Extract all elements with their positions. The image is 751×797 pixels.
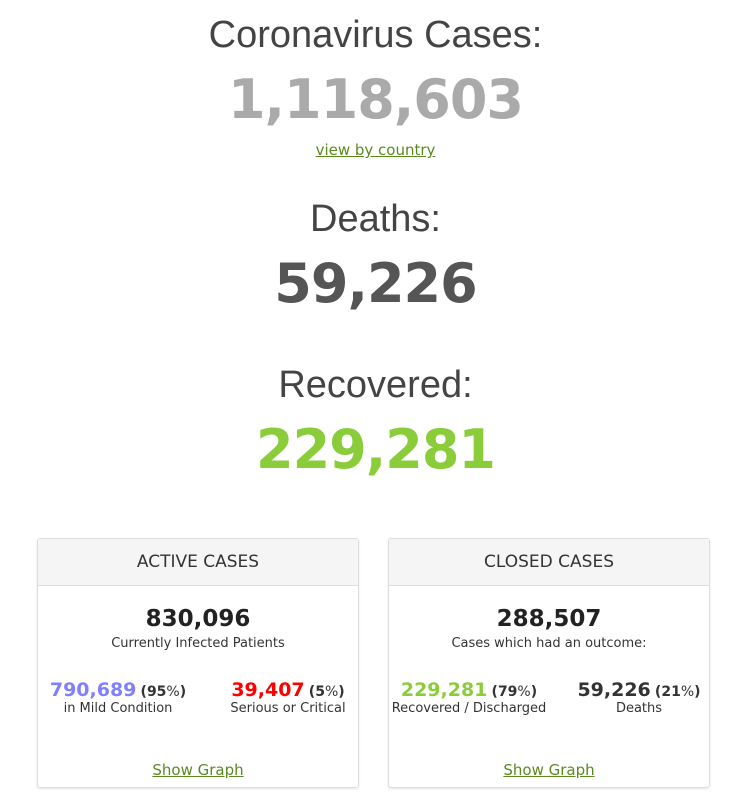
cases-count: 1,118,603 — [227, 68, 524, 131]
critical-label: Serious or Critical — [230, 701, 346, 716]
active-cases-panel: ACTIVE CASES 830,096 Currently Infected … — [37, 538, 359, 788]
closed-cases-panel: CLOSED CASES 288,507 Cases which had an … — [388, 538, 710, 788]
mild-pct: 95 — [146, 684, 167, 700]
panel-title: ACTIVE CASES — [38, 539, 358, 586]
deaths-label: Deaths: — [310, 198, 441, 240]
recovered-label: Recovered: — [278, 364, 473, 406]
show-graph-link[interactable]: Show Graph — [503, 761, 595, 779]
recovered-count: 229,281 — [256, 418, 496, 481]
mild-label: in Mild Condition — [63, 701, 173, 716]
closed-deaths-count: 59,226 — [577, 679, 651, 701]
closed-total: 288,507 — [496, 606, 602, 632]
cases-label: Coronavirus Cases: — [208, 14, 543, 56]
active-total: 830,096 — [145, 606, 251, 632]
mild-count: 790,689 — [49, 679, 137, 701]
panel-title: CLOSED CASES — [389, 539, 709, 586]
critical-count: 39,407 — [231, 679, 305, 701]
recovered-discharged-label: Recovered / Discharged — [391, 701, 547, 716]
critical-pct: 5 — [315, 684, 325, 700]
active-subtitle: Currently Infected Patients — [111, 636, 285, 651]
closed-deaths-label: Deaths — [615, 701, 663, 716]
view-by-country-link[interactable]: view by country — [315, 141, 436, 159]
closed-subtitle: Cases which had an outcome: — [451, 636, 647, 651]
deaths-count: 59,226 — [274, 252, 477, 315]
show-graph-link[interactable]: Show Graph — [152, 761, 244, 779]
recovered-discharged-count: 229,281 — [400, 679, 488, 701]
deaths-pct: 21 — [661, 684, 681, 700]
recovered-pct: 79 — [497, 684, 518, 700]
